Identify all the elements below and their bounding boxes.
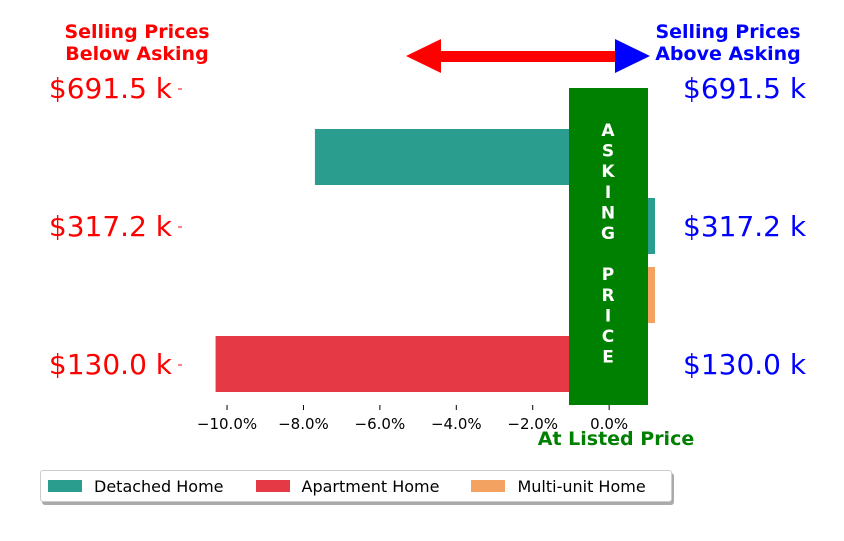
right-price-label: $130.0 k: [683, 348, 807, 381]
x-axis-label: At Listed Price: [538, 428, 694, 450]
legend-label-detached: Detached Home: [94, 476, 224, 496]
x-axis: −10.0% −8.0% −6.0% −4.0% −2.0% 0.0%: [197, 405, 628, 433]
legend-label-multiunit: Multi-unit Home: [517, 476, 646, 496]
left-price-label: $130.0 k: [49, 348, 173, 381]
asking-letter: C: [602, 327, 614, 347]
legend-swatch-multiunit: [471, 480, 506, 492]
asking-letter: P: [602, 265, 614, 285]
right-title-line1: Selling Prices: [655, 21, 800, 43]
legend: Detached Home Apartment Home Multi-unit …: [40, 470, 672, 502]
legend-swatch-apartment: [255, 480, 290, 492]
double-arrow-icon: [406, 39, 650, 73]
right-price-labels: $691.5 k $317.2 k $130.0 k: [683, 72, 807, 381]
left-price-label: $317.2 k: [49, 210, 173, 243]
legend-item-detached: Detached Home: [48, 477, 224, 496]
bar-apartment-home-2: [215, 336, 610, 392]
x-tick-label: −2.0%: [507, 415, 558, 433]
left-price-label: $691.5 k: [49, 72, 173, 105]
left-price-labels: $691.5 k $317.2 k $130.0 k: [49, 72, 182, 381]
bar-detached-home-0: [314, 129, 610, 185]
legend-item-apartment: Apartment Home: [255, 476, 440, 496]
x-tick-label: −6.0%: [355, 415, 406, 433]
x-tick-label: −4.0%: [431, 415, 482, 433]
asking-letter: R: [601, 286, 614, 306]
x-tick-label: −8.0%: [278, 415, 329, 433]
legend-item-multiunit: Multi-unit Home: [471, 476, 646, 496]
asking-letter: K: [601, 162, 615, 182]
left-title-line2: Below Asking: [65, 43, 208, 65]
asking-letter: N: [601, 203, 615, 223]
x-tick-label: −10.0%: [197, 415, 257, 433]
legend-swatch-detached: [48, 480, 82, 492]
right-title-line2: Above Asking: [655, 43, 801, 65]
asking-letter: I: [605, 306, 611, 326]
legend-label-apartment: Apartment Home: [301, 476, 440, 496]
asking-letter: G: [601, 224, 615, 244]
right-price-label: $317.2 k: [683, 210, 807, 243]
asking-letter: I: [605, 183, 611, 203]
right-price-label: $691.5 k: [683, 72, 807, 105]
asking-price-rect: [569, 88, 648, 405]
asking-letter: A: [601, 121, 615, 141]
asking-letter: E: [602, 348, 614, 368]
asking-letter: S: [602, 142, 614, 162]
left-title-line1: Selling Prices: [64, 21, 209, 43]
x-tick-label: 0.0%: [590, 415, 628, 433]
